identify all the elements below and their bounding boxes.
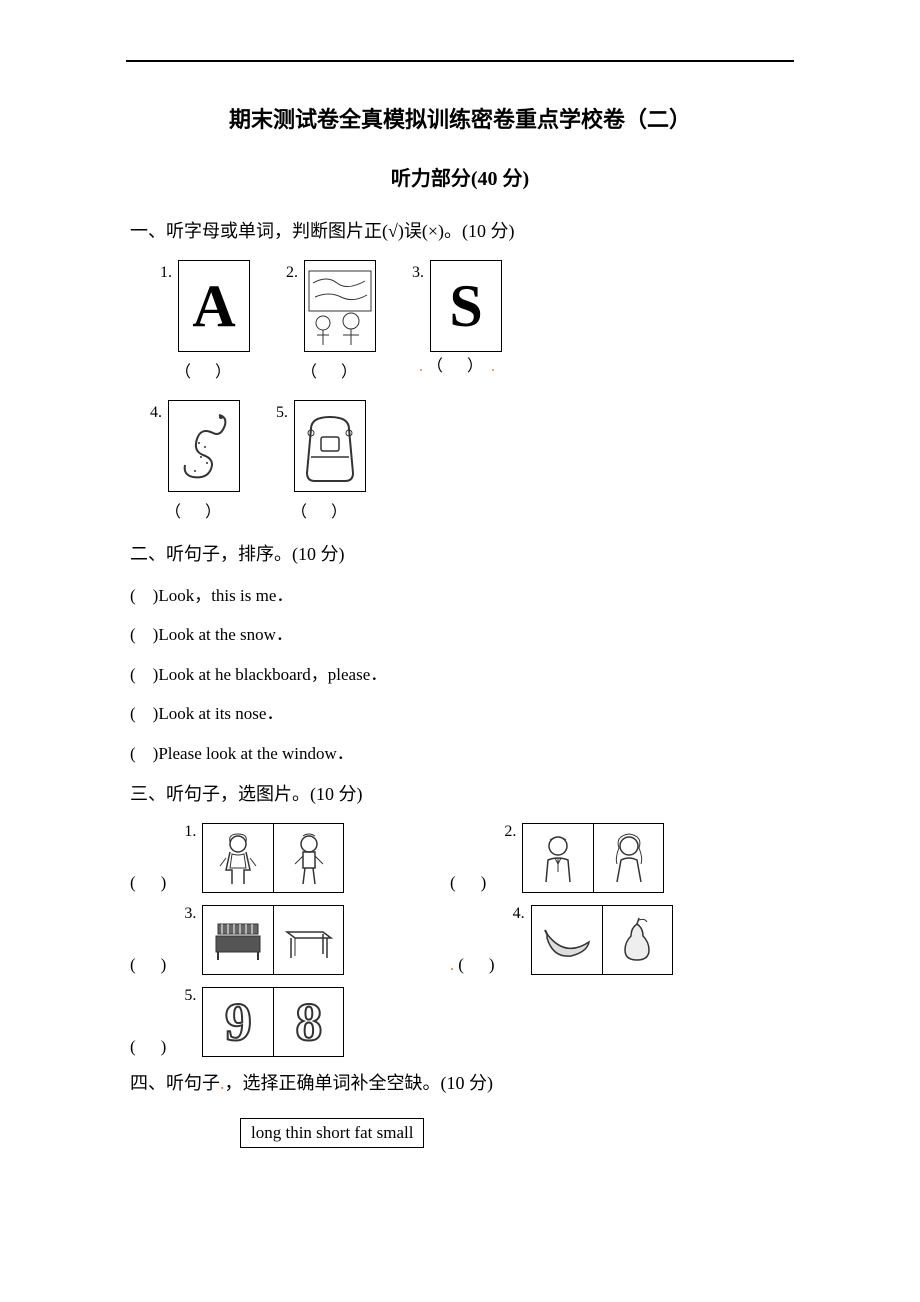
q1-2-image [304, 260, 376, 352]
q3-1-num: 1. [184, 823, 196, 841]
q3-2-paren: ( ) [450, 873, 490, 893]
q1-3-num: 3. [412, 264, 424, 282]
section4-heading: 四、听句子.，选择正确单词补全空缺。(10 分) [130, 1069, 790, 1098]
pear-icon [607, 910, 667, 970]
q3-2-num: 2. [504, 823, 516, 841]
bed-icon [208, 910, 268, 970]
q1-5-paren: （ ） [291, 498, 351, 522]
accent-dot2: . [491, 358, 495, 375]
q3-4-paren-text: ( ) [458, 955, 498, 974]
q1-4-num: 4. [150, 404, 162, 422]
s2-line-3: ( )Look at he blackboard，please． [130, 662, 790, 688]
page-root: 期末测试卷全真模拟训练密卷重点学校卷（二） 听力部分(40 分) 一、听字母或单… [0, 0, 920, 1188]
q1-2-paren: （ ） [301, 358, 361, 382]
num-8: 8 [295, 991, 322, 1053]
q1-1-image: A [178, 260, 250, 352]
q1-4-image [168, 400, 240, 492]
banana-icon [537, 910, 597, 970]
bag-icon [297, 403, 363, 489]
q1-1: 1. A （ ） [160, 260, 250, 382]
s2-line-2: ( )Look at the snow． [130, 622, 790, 648]
q1-3: 3. S . （ ） . [412, 260, 502, 382]
q3-2-pair [522, 823, 664, 893]
q3-3-left [203, 906, 273, 974]
q3-2-left [523, 824, 593, 892]
boy-icon [279, 828, 339, 888]
q1-5: 5. （ ） [276, 400, 366, 522]
s2-line-5: ( )Please look at the window． [130, 741, 790, 767]
q1-2-num: 2. [286, 264, 298, 282]
subtitle: 听力部分(40 分) [130, 162, 790, 191]
q3-1-right [273, 824, 343, 892]
q1-1-paren: （ ） [175, 358, 235, 382]
q3-1-pair [202, 823, 344, 893]
q1-2: 2. （ ） [286, 260, 376, 382]
letter-S: S [449, 276, 482, 336]
q1-4-paren: （ ） [165, 498, 225, 522]
q3-5-right: 8 [273, 988, 343, 1056]
q3-1: ( ) 1. [130, 823, 420, 893]
section1-row2: 4. （ ） 5. [130, 400, 790, 532]
girl-icon [208, 828, 268, 888]
q3-5-pair: 9 8 [202, 987, 344, 1057]
q1-3-image: S [430, 260, 502, 352]
q1-5-num: 5. [276, 404, 288, 422]
letter-A: A [192, 276, 235, 336]
section2-heading: 二、听句子，排序。(10 分) [130, 540, 790, 569]
table-icon [279, 910, 339, 970]
scene-icon [307, 263, 373, 349]
word-box: long thin short fat small [240, 1118, 424, 1148]
q3-5-left: 9 [203, 988, 273, 1056]
s2-line-1: ( )Look，this is me． [130, 583, 790, 609]
q3-5-paren: ( ) [130, 1037, 170, 1057]
q3-2: ( ) 2. [450, 823, 740, 893]
q3-4-right [602, 906, 672, 974]
q3-4: .( ) 4. [450, 905, 740, 975]
main-title: 期末测试卷全真模拟训练密卷重点学校卷（二） [130, 102, 790, 134]
q3-4-left [532, 906, 602, 974]
q3-4-paren: .( ) [450, 955, 499, 975]
q3-3-paren: ( ) [130, 955, 170, 975]
accent-dot: . [419, 358, 423, 375]
q3-3-num: 3. [184, 905, 196, 923]
q3-5-num: 5. [184, 987, 196, 1005]
q1-1-num: 1. [160, 264, 172, 282]
s2-line-4: ( )Look at its nose． [130, 701, 790, 727]
s4-head-a: 四、听句子 [130, 1073, 220, 1093]
section1-row1: 1. A （ ） 2. [130, 260, 790, 392]
snake-icon [171, 403, 237, 489]
top-rule [126, 60, 794, 62]
q3-2-right [593, 824, 663, 892]
q1-3-paren-wrap: . （ ） . [419, 352, 495, 376]
q1-4: 4. （ ） [150, 400, 240, 522]
q3-5: ( ) 5. 9 8 [130, 987, 420, 1057]
s4-head-b: ，选择正确单词补全空缺。(10 分) [225, 1073, 494, 1093]
q3-3-pair [202, 905, 344, 975]
section3-heading: 三、听句子，选图片。(10 分) [130, 780, 790, 809]
section3-grid: ( ) 1. [130, 823, 790, 1069]
q3-4-num: 4. [513, 905, 525, 923]
q3-4-pair [531, 905, 673, 975]
q1-5-image [294, 400, 366, 492]
q3-1-left [203, 824, 273, 892]
section1-heading: 一、听字母或单词，判断图片正(√)误(×)。(10 分) [130, 217, 790, 246]
q3-3: ( ) 3. [130, 905, 420, 975]
num-9: 9 [225, 991, 252, 1053]
accent-dot3: . [450, 955, 458, 974]
man-icon [528, 828, 588, 888]
woman-icon [599, 828, 659, 888]
q1-3-paren: （ ） [427, 358, 487, 375]
q3-1-paren: ( ) [130, 873, 170, 893]
q3-3-right [273, 906, 343, 974]
